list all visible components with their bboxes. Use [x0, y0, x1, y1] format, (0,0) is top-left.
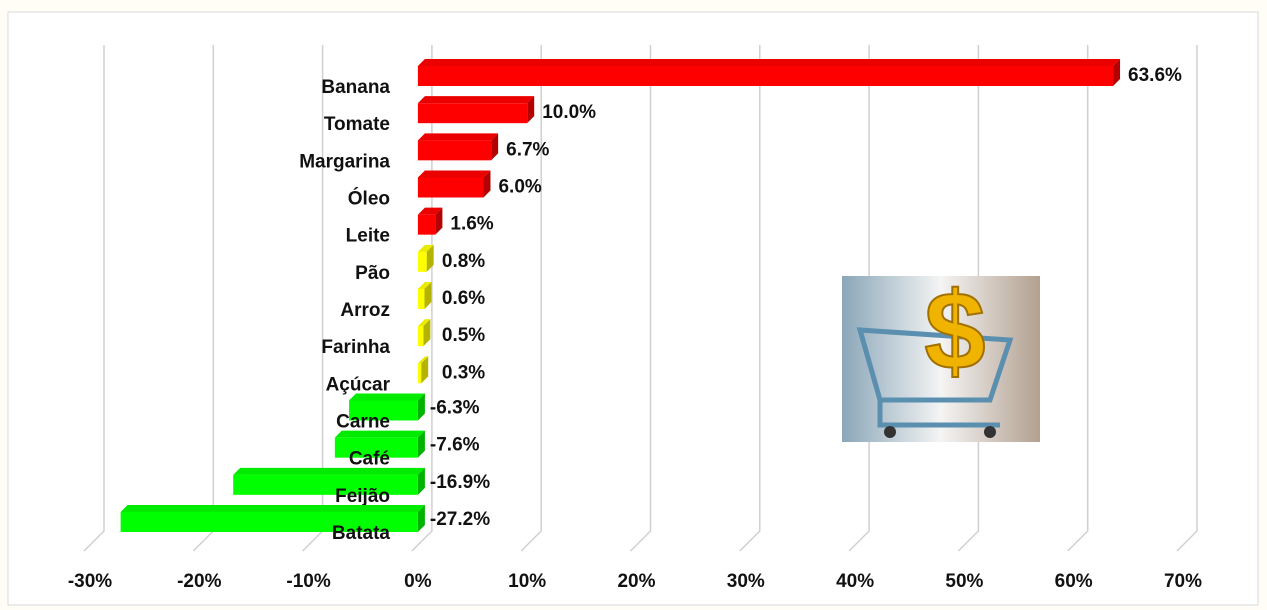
- bar-top: [335, 431, 425, 438]
- category-label: Feijão: [335, 486, 390, 507]
- x-tick-label: -10%: [286, 571, 330, 592]
- category-label: Café: [349, 449, 390, 470]
- x-tick-label: 0%: [404, 571, 432, 592]
- value-label: 10.0%: [542, 102, 596, 123]
- bar: [418, 171, 491, 198]
- bar: [418, 59, 1120, 86]
- category-label: Açúcar: [326, 374, 391, 395]
- bar-front: [418, 66, 1113, 86]
- bar-top: [418, 133, 498, 140]
- x-tick-label: 40%: [836, 571, 874, 592]
- x-tick-label: 50%: [945, 571, 983, 592]
- bar: [418, 133, 498, 160]
- bar: [233, 468, 425, 495]
- cart-illustration: $: [842, 270, 1040, 442]
- x-tick-label: 60%: [1055, 571, 1093, 592]
- category-label: Óleo: [348, 188, 390, 210]
- category-label: Leite: [346, 226, 390, 247]
- bar-front: [418, 178, 484, 198]
- page: $ -30% -20% -10% 0% 10% 20% 30% 40% 50% 60% 70% 63.…: [0, 0, 1267, 610]
- bar-front: [418, 140, 491, 160]
- bar-top: [233, 468, 425, 475]
- bar-top: [418, 96, 534, 103]
- x-tick-label: 30%: [727, 571, 765, 592]
- x-tick-label: -30%: [68, 571, 112, 592]
- bar-front: [418, 363, 421, 383]
- bar-front: [418, 252, 427, 272]
- value-label: 0.5%: [442, 325, 485, 346]
- x-tick-label: 70%: [1164, 571, 1202, 592]
- bar-front: [233, 475, 418, 495]
- bar-top: [349, 394, 425, 401]
- bar-top: [418, 171, 491, 178]
- bar-top: [121, 505, 425, 512]
- value-label: 1.6%: [450, 214, 493, 235]
- chart: $ -30% -20% -10% 0% 10% 20% 30% 40% 50% 60% 70% 63.…: [0, 0, 1267, 610]
- value-label: 0.3%: [442, 362, 485, 383]
- bar-top: [418, 59, 1120, 66]
- category-label: Carne: [336, 412, 390, 433]
- value-label: 0.6%: [442, 288, 485, 309]
- value-label: 6.0%: [498, 177, 541, 198]
- cart-wheel: [884, 426, 896, 438]
- bar-front: [418, 289, 425, 309]
- value-label: -27.2%: [430, 509, 490, 530]
- x-tick-label: 20%: [617, 571, 655, 592]
- bar: [418, 96, 534, 123]
- category-label: Arroz: [340, 300, 390, 321]
- category-label: Margarina: [299, 151, 390, 172]
- value-label: 6.7%: [506, 139, 549, 160]
- bar-front: [418, 215, 435, 235]
- bar-front: [418, 326, 423, 346]
- dollar-sign: $: [924, 270, 985, 393]
- value-label: -16.9%: [430, 472, 490, 493]
- x-tick-label: 10%: [508, 571, 546, 592]
- value-label: -7.6%: [430, 435, 480, 456]
- value-label: 0.8%: [442, 251, 485, 272]
- value-label: 63.6%: [1128, 65, 1182, 86]
- x-tick-label: -20%: [177, 571, 221, 592]
- category-label: Tomate: [324, 114, 390, 135]
- cart-wheel: [984, 426, 996, 438]
- bar-front: [418, 103, 527, 123]
- value-label: -6.3%: [430, 398, 480, 419]
- bar: [418, 208, 442, 235]
- category-label: Farinha: [321, 337, 390, 358]
- category-label: Batata: [332, 523, 391, 544]
- category-label: Pão: [355, 263, 390, 284]
- category-label: Banana: [321, 77, 390, 98]
